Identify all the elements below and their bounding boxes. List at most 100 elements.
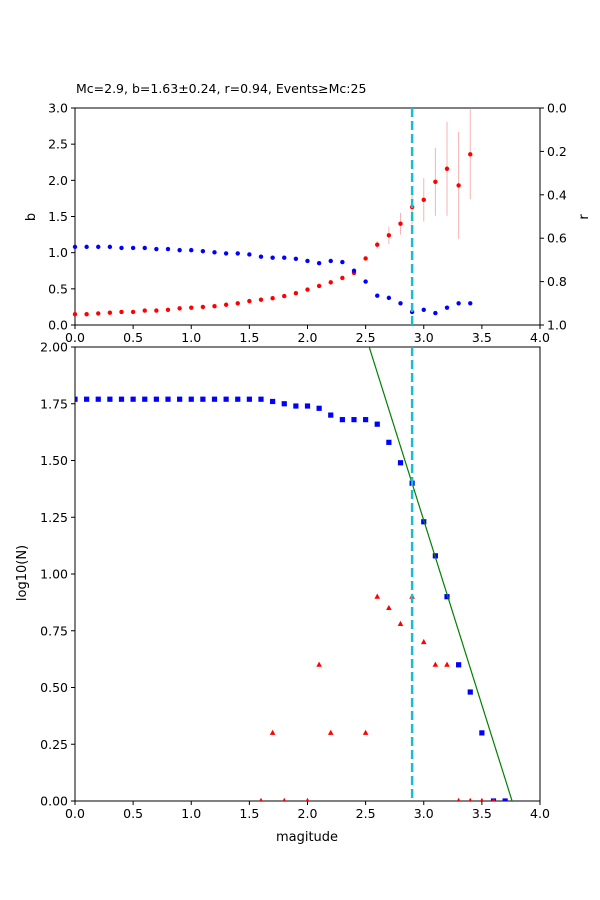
b-value-point — [247, 298, 252, 304]
x-tick-label: 2.5 — [356, 806, 376, 821]
noncumulative-count-point — [420, 638, 427, 645]
b-value-point — [433, 179, 438, 184]
cumulative-count-point — [479, 730, 485, 736]
top-right-axis-label: r — [577, 214, 592, 220]
cumulative-count-point — [397, 460, 404, 466]
r-value-point — [433, 310, 438, 316]
b-value-point — [363, 256, 368, 261]
x-tick-label: 4.0 — [530, 330, 550, 345]
noncumulative-count-point — [444, 661, 450, 667]
cumulative-count-point — [188, 396, 194, 402]
x-tick-label: 1.5 — [239, 806, 259, 821]
r-value-point — [84, 244, 89, 250]
r-value-point — [293, 256, 299, 262]
noncumulative-count-point — [269, 729, 276, 735]
b-value-point — [212, 303, 217, 309]
noncumulative-count-point — [374, 593, 381, 599]
x-tick-label: 0.5 — [123, 806, 143, 821]
cumulative-count-point — [200, 396, 206, 402]
r-value-point — [177, 247, 182, 253]
y-tick-label: 2.00 — [40, 340, 68, 355]
b-value-point — [340, 275, 345, 281]
b-value-point — [84, 311, 89, 317]
r-value-point — [270, 255, 275, 260]
noncumulative-count-point — [432, 661, 439, 667]
b-value-point — [258, 297, 264, 302]
cumulative-count-point — [456, 662, 462, 668]
b-value-point — [293, 290, 299, 296]
r-value-point — [282, 255, 287, 260]
noncumulative-count-point — [491, 797, 496, 801]
cumulative-count-point — [130, 396, 136, 402]
b-value-point — [119, 309, 124, 315]
r-value-point — [316, 260, 322, 266]
x-tick-label: 0.5 — [123, 330, 143, 345]
b-value-point — [130, 309, 136, 315]
y-tick-label: 0.75 — [40, 623, 68, 638]
r-value-point — [375, 293, 380, 298]
y-tick-label: 2.5 — [48, 137, 68, 152]
b-value-point — [107, 310, 113, 315]
cumulative-count-point — [444, 594, 450, 600]
cumulative-count-point — [351, 417, 357, 423]
y-tick-label: 1.5 — [48, 209, 68, 224]
x-tick-label: 1.5 — [239, 330, 259, 345]
y-tick-label: 0.50 — [40, 680, 68, 695]
noncumulative-count-point — [259, 797, 263, 801]
x-axis-label: magitude — [276, 830, 338, 845]
noncumulative-count-point — [316, 661, 322, 667]
x-tick-label: 3.5 — [472, 330, 492, 345]
frequency-magnitude-chart: 0.0 0.5 1.0 1.5 2.0 2.5 3.0 3.5 4.0 0.00 0.25 0.50 0… — [40, 340, 550, 822]
r-value-point — [363, 279, 368, 284]
cumulative-count-point — [235, 396, 241, 402]
r-value-point — [235, 251, 240, 256]
r-value-point — [212, 250, 217, 255]
cumulative-count-point — [95, 396, 101, 402]
fit-line — [368, 347, 513, 801]
b-value-point — [316, 283, 322, 289]
cumulative-count-point — [107, 396, 113, 402]
y-tick-label: 1.50 — [40, 453, 68, 468]
cumulative-count-point — [304, 403, 311, 409]
right-y-tick-label: 0.0 — [547, 101, 567, 116]
cumulative-count-point — [177, 396, 183, 402]
r-value-point — [142, 245, 147, 251]
b-value-point — [456, 183, 461, 188]
noncumulative-count-point — [362, 729, 369, 735]
right-y-tick-label: 0.6 — [547, 231, 567, 246]
x-tick-label: 3.0 — [414, 330, 434, 345]
b-value-point — [154, 308, 159, 313]
cumulative-count-point — [211, 396, 218, 402]
r-value-point — [72, 244, 78, 250]
x-tick-label: 1.0 — [181, 330, 201, 345]
b-value-point — [142, 308, 147, 313]
cumulative-count-point — [84, 396, 90, 402]
b-value-point — [270, 296, 275, 301]
r-value-point — [468, 301, 473, 306]
right-y-tick-label: 0.2 — [547, 144, 567, 159]
r-value-point — [165, 246, 171, 252]
r-value-point — [154, 246, 159, 252]
r-value-point — [223, 251, 229, 256]
y-tick-label: 0.5 — [48, 281, 68, 296]
b-value-point — [468, 152, 473, 157]
b-value-point — [223, 302, 229, 307]
cumulative-count-point — [246, 396, 252, 402]
b-value-point — [386, 233, 392, 238]
cumulative-count-point — [502, 798, 508, 801]
b-value-point — [235, 301, 240, 306]
cumulative-count-point — [118, 396, 125, 402]
y-tick-label: 3.0 — [48, 101, 68, 116]
y-tick-label: 0.25 — [40, 737, 68, 752]
y-tick-label: 1.00 — [40, 567, 68, 582]
noncumulative-count-point — [305, 797, 310, 801]
x-tick-label: 0.0 — [65, 806, 85, 821]
noncumulative-count-point — [327, 729, 334, 735]
cumulative-count-point — [223, 396, 229, 402]
r-value-point — [200, 249, 206, 254]
cumulative-count-point — [386, 439, 392, 445]
cumulative-count-point — [374, 421, 380, 427]
cumulative-count-point — [339, 417, 345, 423]
chart-title: Mc=2.9, b=1.63±0.24, r=0.94, Events≥Mc:2… — [76, 81, 366, 96]
cumulative-count-point — [142, 396, 148, 402]
